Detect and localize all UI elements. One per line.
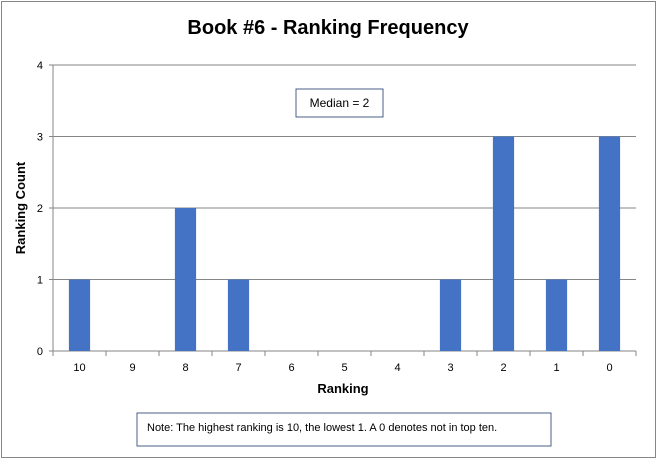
x-tick-label: 7 <box>235 362 241 374</box>
bar-3 <box>439 279 462 351</box>
x-axis-ticks: 10 9 8 7 6 5 4 3 2 1 0 <box>52 351 637 374</box>
y-tick-label: 1 <box>37 275 43 287</box>
x-tick-label: 5 <box>341 362 347 374</box>
x-tick-label: 8 <box>182 362 188 374</box>
bar-0 <box>598 136 621 351</box>
median-annotation: Median = 2 <box>295 88 384 118</box>
y-axis-ticks: 0 1 2 3 4 <box>37 60 53 358</box>
bar-1 <box>545 279 568 351</box>
x-tick-label: 9 <box>129 362 135 374</box>
note-box <box>136 412 552 447</box>
y-tick-label: 0 <box>37 346 43 358</box>
note-annotation: Note: The highest ranking is 10, the low… <box>136 412 552 447</box>
x-tick-label: 4 <box>394 362 400 374</box>
note-text: Note: The highest ranking is 10, the low… <box>147 422 497 434</box>
x-tick-label: 3 <box>447 362 453 374</box>
bar-8 <box>174 208 197 351</box>
x-tick-label: 6 <box>288 362 294 374</box>
chart-title: Book #6 - Ranking Frequency <box>187 17 469 39</box>
x-tick-label: 10 <box>73 362 85 374</box>
bar-10 <box>68 279 91 351</box>
y-tick-label: 2 <box>37 203 43 215</box>
chart-frame <box>1 1 656 458</box>
median-label: Median = 2 <box>310 96 370 110</box>
x-axis-title: Ranking <box>317 381 368 396</box>
median-box <box>295 88 384 118</box>
y-axis-title: Ranking Count <box>13 161 28 254</box>
bars <box>68 136 621 351</box>
bar-7 <box>227 279 250 351</box>
bar-2 <box>492 136 515 351</box>
y-tick-label: 3 <box>37 132 43 144</box>
x-tick-label: 1 <box>553 362 559 374</box>
y-tick-label: 4 <box>37 60 43 72</box>
x-tick-label: 0 <box>606 362 612 374</box>
x-tick-label: 2 <box>500 362 506 374</box>
